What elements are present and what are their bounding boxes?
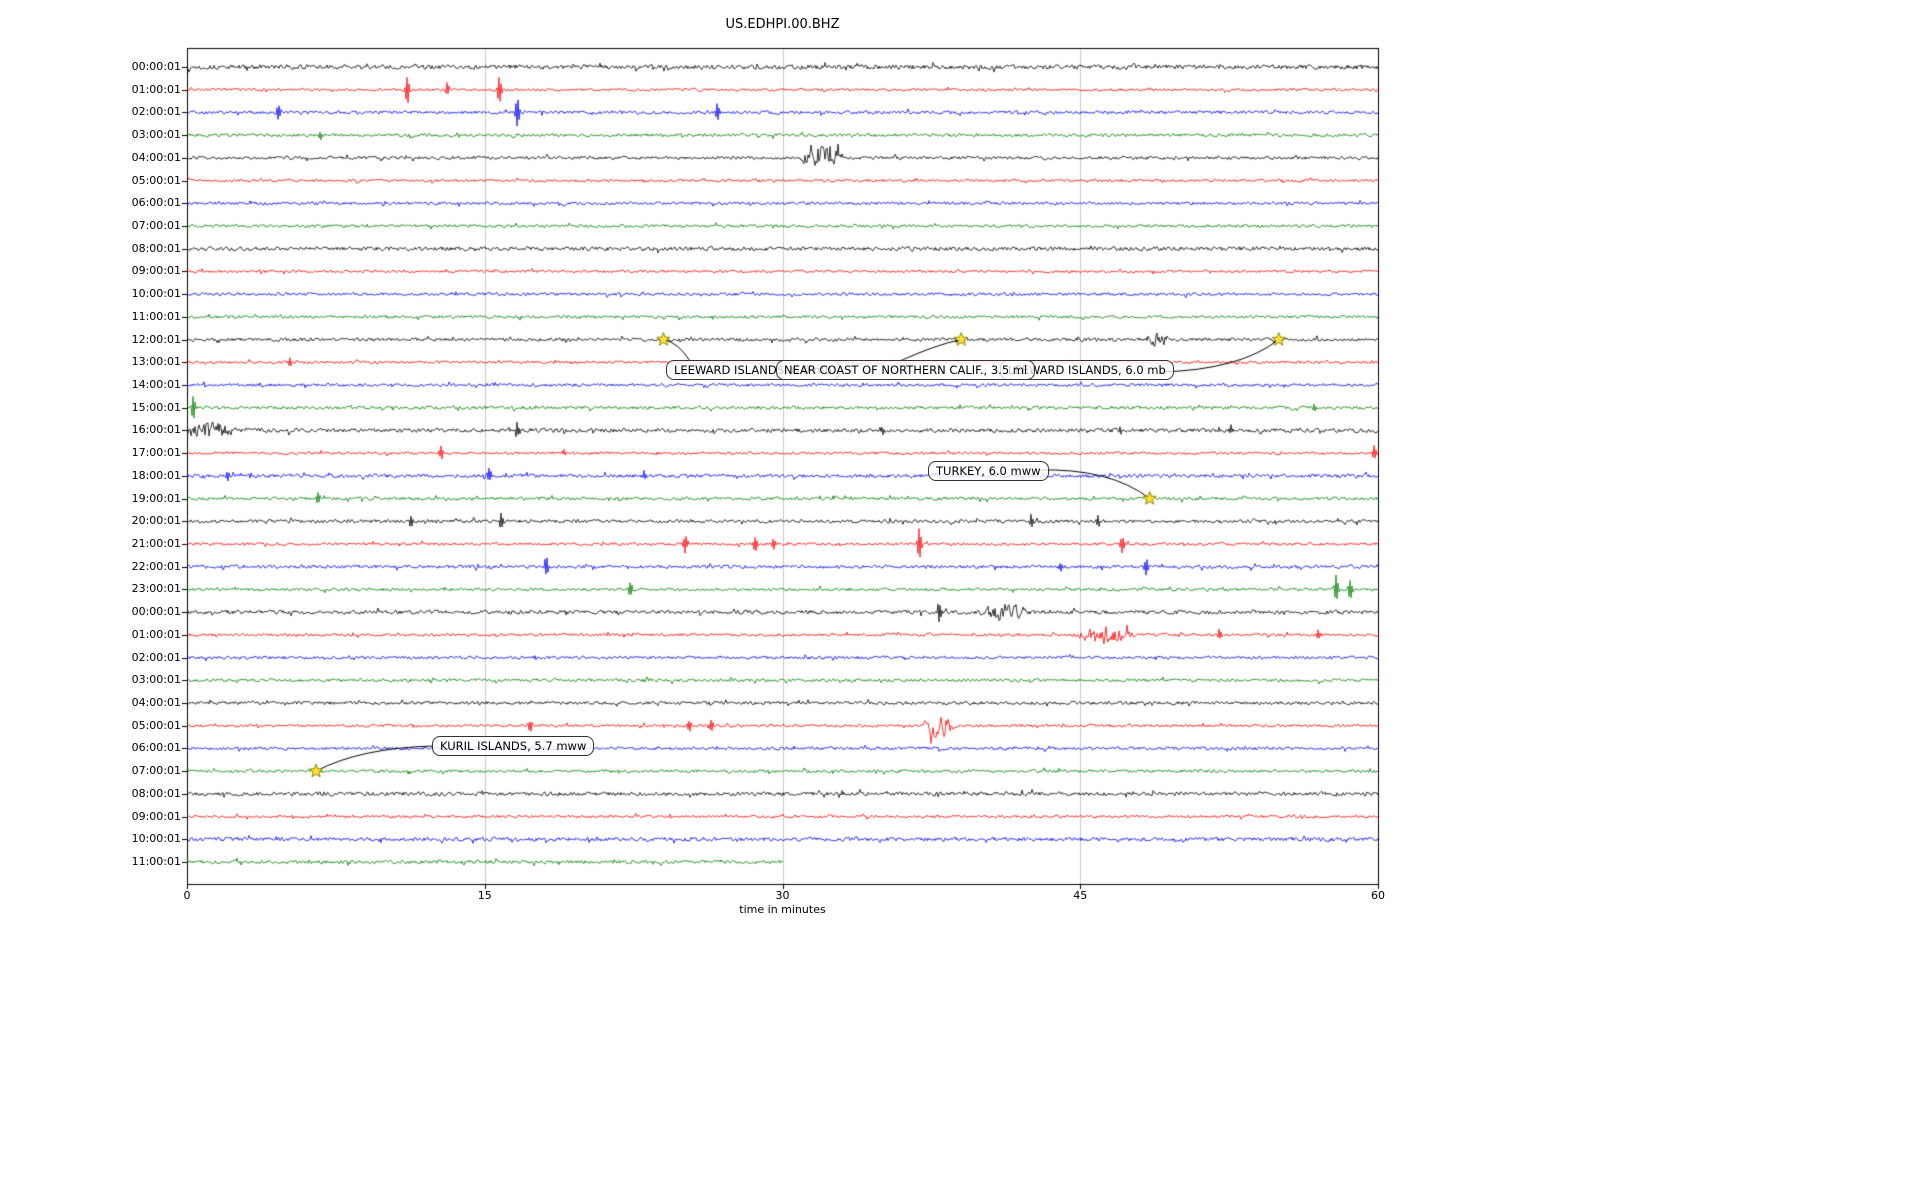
y-axis-label: 02:00:01 bbox=[131, 105, 181, 119]
y-axis-label: 07:00:01 bbox=[131, 218, 181, 232]
y-axis-label: 03:00:01 bbox=[131, 128, 181, 142]
event-label: LEEWARD ISLANDS, 6.0 mb bbox=[1000, 360, 1174, 380]
event-label: KURIL ISLANDS, 5.7 mww bbox=[432, 736, 595, 756]
y-axis-label: 21:00:01 bbox=[131, 536, 181, 550]
y-axis-label: 01:00:01 bbox=[131, 82, 181, 96]
x-axis-tick-label: 0 bbox=[183, 889, 191, 902]
x-axis-tick-label: 45 bbox=[1073, 889, 1088, 902]
y-axis-label: 11:00:01 bbox=[131, 854, 181, 868]
y-axis-label: 00:00:01 bbox=[131, 605, 181, 619]
y-axis-label: 10:00:01 bbox=[131, 287, 181, 301]
x-axis-label: time in minutes bbox=[739, 903, 826, 916]
event-label: NEAR COAST OF NORTHERN CALIF., 3.5 ml bbox=[776, 360, 1036, 380]
y-axis-label: 10:00:01 bbox=[131, 832, 181, 846]
x-axis-tick-label: 15 bbox=[477, 889, 492, 902]
x-axis-tick-label: 60 bbox=[1371, 889, 1385, 902]
y-axis-label: 22:00:01 bbox=[131, 559, 181, 573]
x-axis-tick-label: 30 bbox=[775, 889, 790, 902]
y-axis-label: 02:00:01 bbox=[131, 650, 181, 664]
event-label: TURKEY, 6.0 mww bbox=[928, 461, 1049, 481]
y-axis-label: 14:00:01 bbox=[131, 377, 181, 391]
y-axis-label: 18:00:01 bbox=[131, 468, 181, 482]
y-axis-label: 08:00:01 bbox=[131, 786, 181, 800]
y-axis-label: 19:00:01 bbox=[131, 491, 181, 505]
y-axis-label: 05:00:01 bbox=[131, 173, 181, 187]
y-axis-label: 15:00:01 bbox=[131, 400, 181, 414]
y-axis-label: 09:00:01 bbox=[131, 264, 181, 278]
y-axis-label: 04:00:01 bbox=[131, 695, 181, 709]
y-axis-label: 06:00:01 bbox=[131, 741, 181, 755]
y-axis-label: 23:00:01 bbox=[131, 582, 181, 596]
y-axis-label: 07:00:01 bbox=[131, 764, 181, 778]
y-axis-label: 09:00:01 bbox=[131, 809, 181, 823]
y-axis-label: 08:00:01 bbox=[131, 241, 181, 255]
y-axis-label: 20:00:01 bbox=[131, 514, 181, 528]
y-axis-label: 05:00:01 bbox=[131, 718, 181, 732]
y-axis-label: 00:00:01 bbox=[131, 60, 181, 73]
y-axis-label: 06:00:01 bbox=[131, 196, 181, 210]
y-axis-label: 01:00:01 bbox=[131, 627, 181, 641]
y-axis-label: 04:00:01 bbox=[131, 150, 181, 164]
y-axis-label: 17:00:01 bbox=[131, 446, 181, 460]
y-axis-label: 03:00:01 bbox=[131, 673, 181, 687]
y-axis-label: 13:00:01 bbox=[131, 355, 181, 369]
y-axis-label: 11:00:01 bbox=[131, 309, 181, 323]
y-axis-label: 12:00:01 bbox=[131, 332, 181, 346]
y-axis-label: 16:00:01 bbox=[131, 423, 181, 437]
